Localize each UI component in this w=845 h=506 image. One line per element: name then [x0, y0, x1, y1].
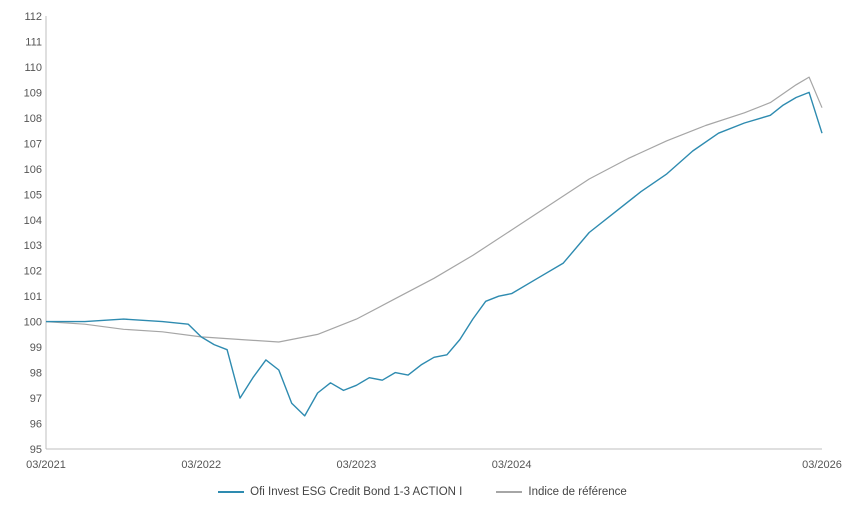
- y-tick-label: 111: [25, 36, 42, 48]
- y-tick-label: 100: [24, 317, 42, 329]
- y-tick-label: 103: [24, 240, 42, 252]
- series-lines: [45, 76, 823, 417]
- chart: 95 96 97 98 99 100 101 102 103 104 105 106 107 108 109…: [24, 11, 842, 471]
- x-tick-label: 03/2024: [492, 459, 532, 471]
- y-axis-ticks: 95 96 97 98 99 100 101 102 103 104 105 106 107 108 109…: [24, 11, 42, 456]
- x-tick-label: 03/2021: [26, 459, 66, 471]
- series-line-benchmark: [45, 76, 823, 343]
- legend-item-benchmark: Indice de référence: [496, 486, 627, 498]
- x-tick-label: 03/2023: [337, 459, 377, 471]
- y-tick-label: 112: [24, 11, 42, 23]
- y-tick-label: 106: [24, 164, 42, 176]
- y-tick-label: 104: [24, 215, 42, 227]
- x-tick-label: 03/2022: [181, 459, 221, 471]
- y-tick-label: 96: [30, 419, 42, 431]
- y-tick-label: 102: [24, 266, 42, 278]
- legend: Ofi Invest ESG Credit Bond 1-3 ACTION I …: [0, 486, 845, 498]
- y-tick-label: 101: [24, 291, 42, 303]
- y-tick-label: 99: [30, 342, 42, 354]
- legend-label-fund: Ofi Invest ESG Credit Bond 1-3 ACTION I: [250, 486, 463, 498]
- y-tick-label: 97: [30, 393, 42, 405]
- x-axis-ticks: 03/2021 03/2022 03/2023 03/2024 03/2026: [26, 459, 842, 471]
- y-tick-label: 109: [24, 87, 42, 99]
- y-tick-label: 105: [24, 189, 42, 201]
- legend-swatch-fund: [218, 491, 245, 493]
- y-tick-label: 108: [24, 113, 42, 125]
- series-line-fund: [46, 91, 823, 417]
- y-tick-label: 95: [30, 444, 42, 456]
- legend-label-benchmark: Indice de référence: [528, 486, 627, 498]
- x-tick-label: 03/2026: [802, 459, 842, 471]
- y-tick-label: 98: [30, 368, 42, 380]
- y-tick-label: 107: [24, 138, 42, 150]
- legend-swatch-benchmark: [496, 491, 523, 493]
- legend-item-fund: Ofi Invest ESG Credit Bond 1-3 ACTION I: [218, 486, 462, 498]
- y-tick-label: 110: [24, 62, 42, 74]
